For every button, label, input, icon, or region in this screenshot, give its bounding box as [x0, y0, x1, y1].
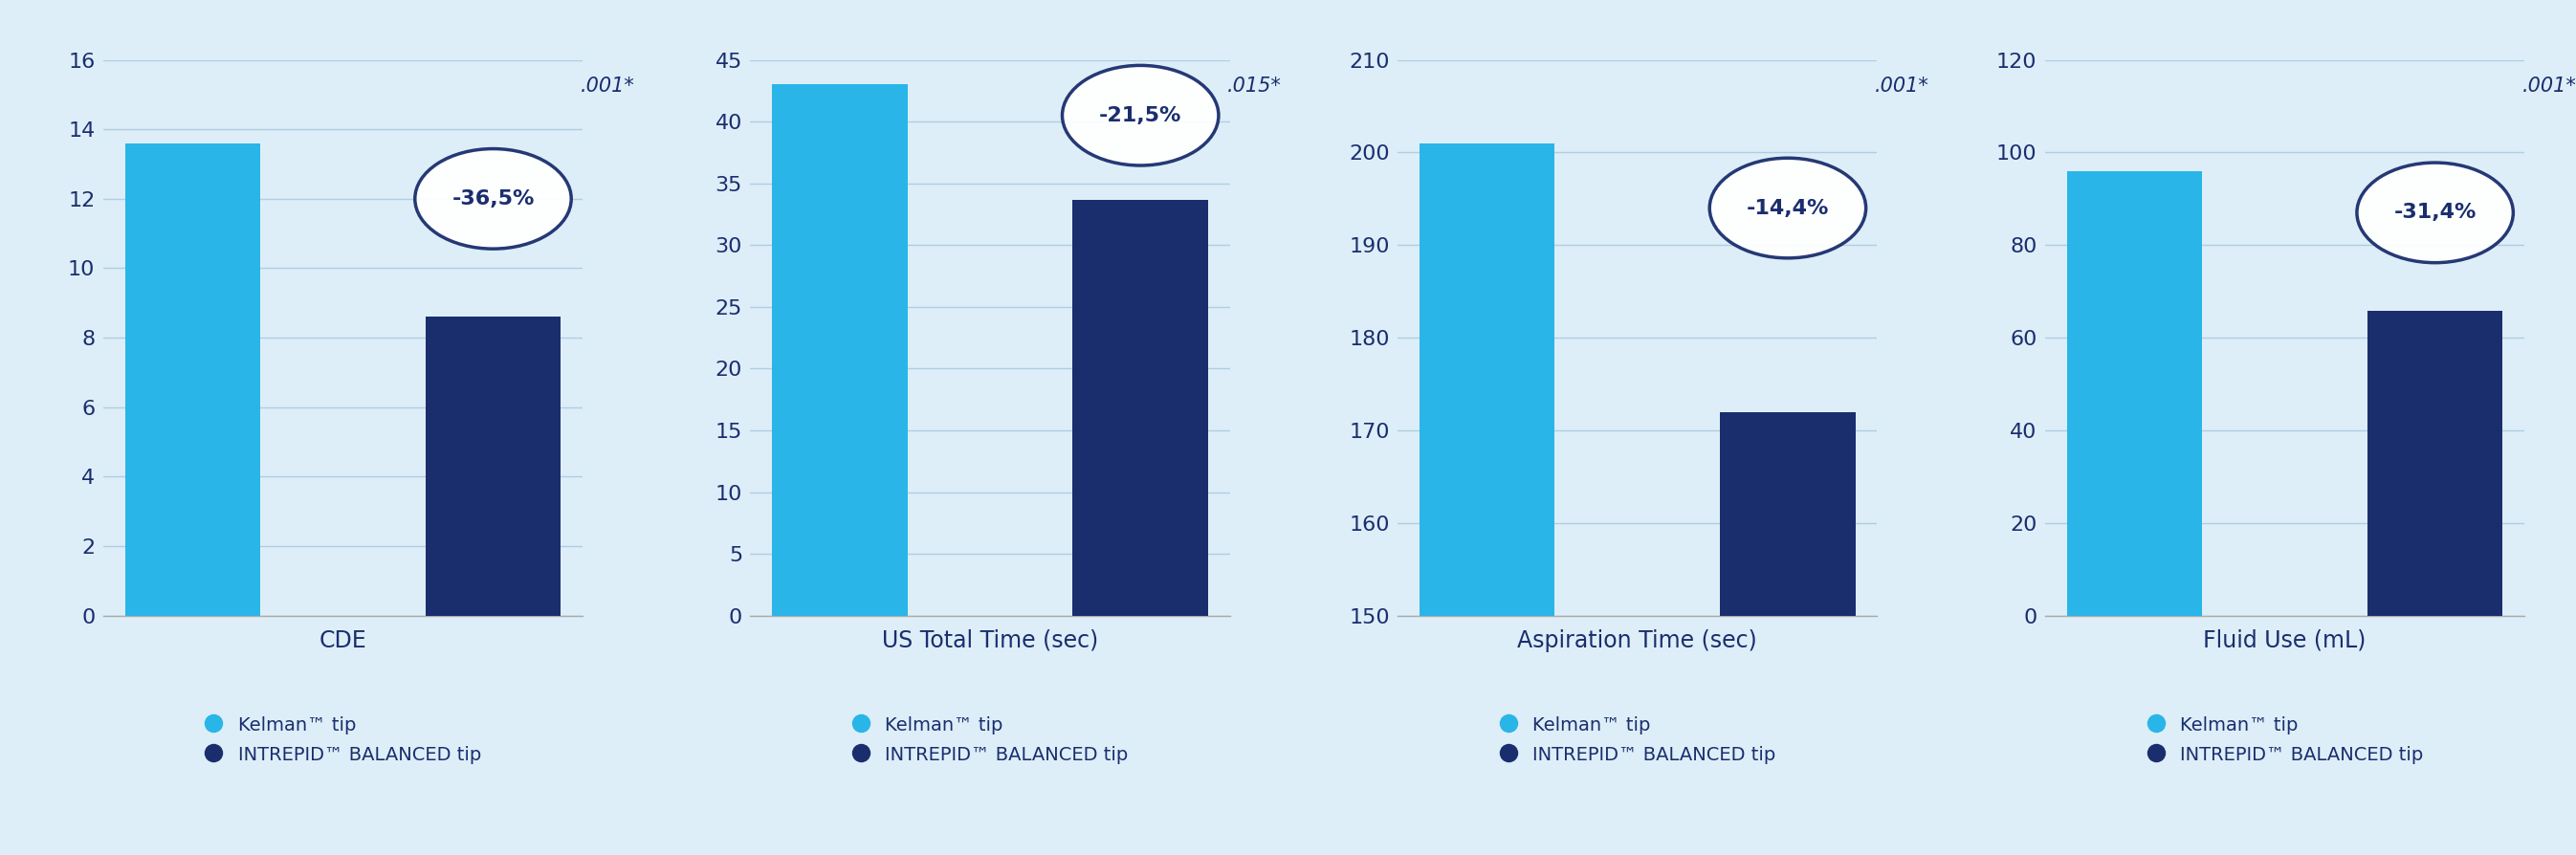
Legend: Kelman™ tip, INTREPID™ BALANCED tip: Kelman™ tip, INTREPID™ BALANCED tip: [1489, 706, 1785, 773]
Text: .001*: .001*: [1875, 77, 1929, 96]
Bar: [2066, 171, 2202, 616]
Ellipse shape: [2357, 162, 2514, 262]
Legend: Kelman™ tip, INTREPID™ BALANCED tip: Kelman™ tip, INTREPID™ BALANCED tip: [196, 706, 489, 773]
Bar: [124, 143, 260, 616]
Text: -36,5%: -36,5%: [451, 189, 533, 209]
X-axis label: Fluid Use (mL): Fluid Use (mL): [2202, 629, 2367, 652]
Bar: [773, 85, 907, 616]
Text: -21,5%: -21,5%: [1100, 106, 1182, 125]
X-axis label: US Total Time (sec): US Total Time (sec): [881, 629, 1097, 652]
X-axis label: CDE: CDE: [319, 629, 366, 652]
Bar: [2367, 311, 2504, 616]
Bar: [425, 317, 562, 616]
Text: .001*: .001*: [580, 76, 634, 96]
Text: -31,4%: -31,4%: [2393, 203, 2476, 222]
Ellipse shape: [1710, 158, 1865, 258]
Text: .015*: .015*: [1226, 76, 1283, 96]
Text: .001*: .001*: [2522, 76, 2576, 96]
Legend: Kelman™ tip, INTREPID™ BALANCED tip: Kelman™ tip, INTREPID™ BALANCED tip: [2138, 706, 2432, 773]
Bar: [1721, 412, 1855, 855]
Text: -14,4%: -14,4%: [1747, 198, 1829, 218]
X-axis label: Aspiration Time (sec): Aspiration Time (sec): [1517, 629, 1757, 652]
Ellipse shape: [1061, 66, 1218, 165]
Ellipse shape: [415, 149, 572, 249]
Legend: Kelman™ tip, INTREPID™ BALANCED tip: Kelman™ tip, INTREPID™ BALANCED tip: [842, 706, 1139, 773]
Bar: [1419, 143, 1556, 855]
Bar: [1072, 199, 1208, 616]
